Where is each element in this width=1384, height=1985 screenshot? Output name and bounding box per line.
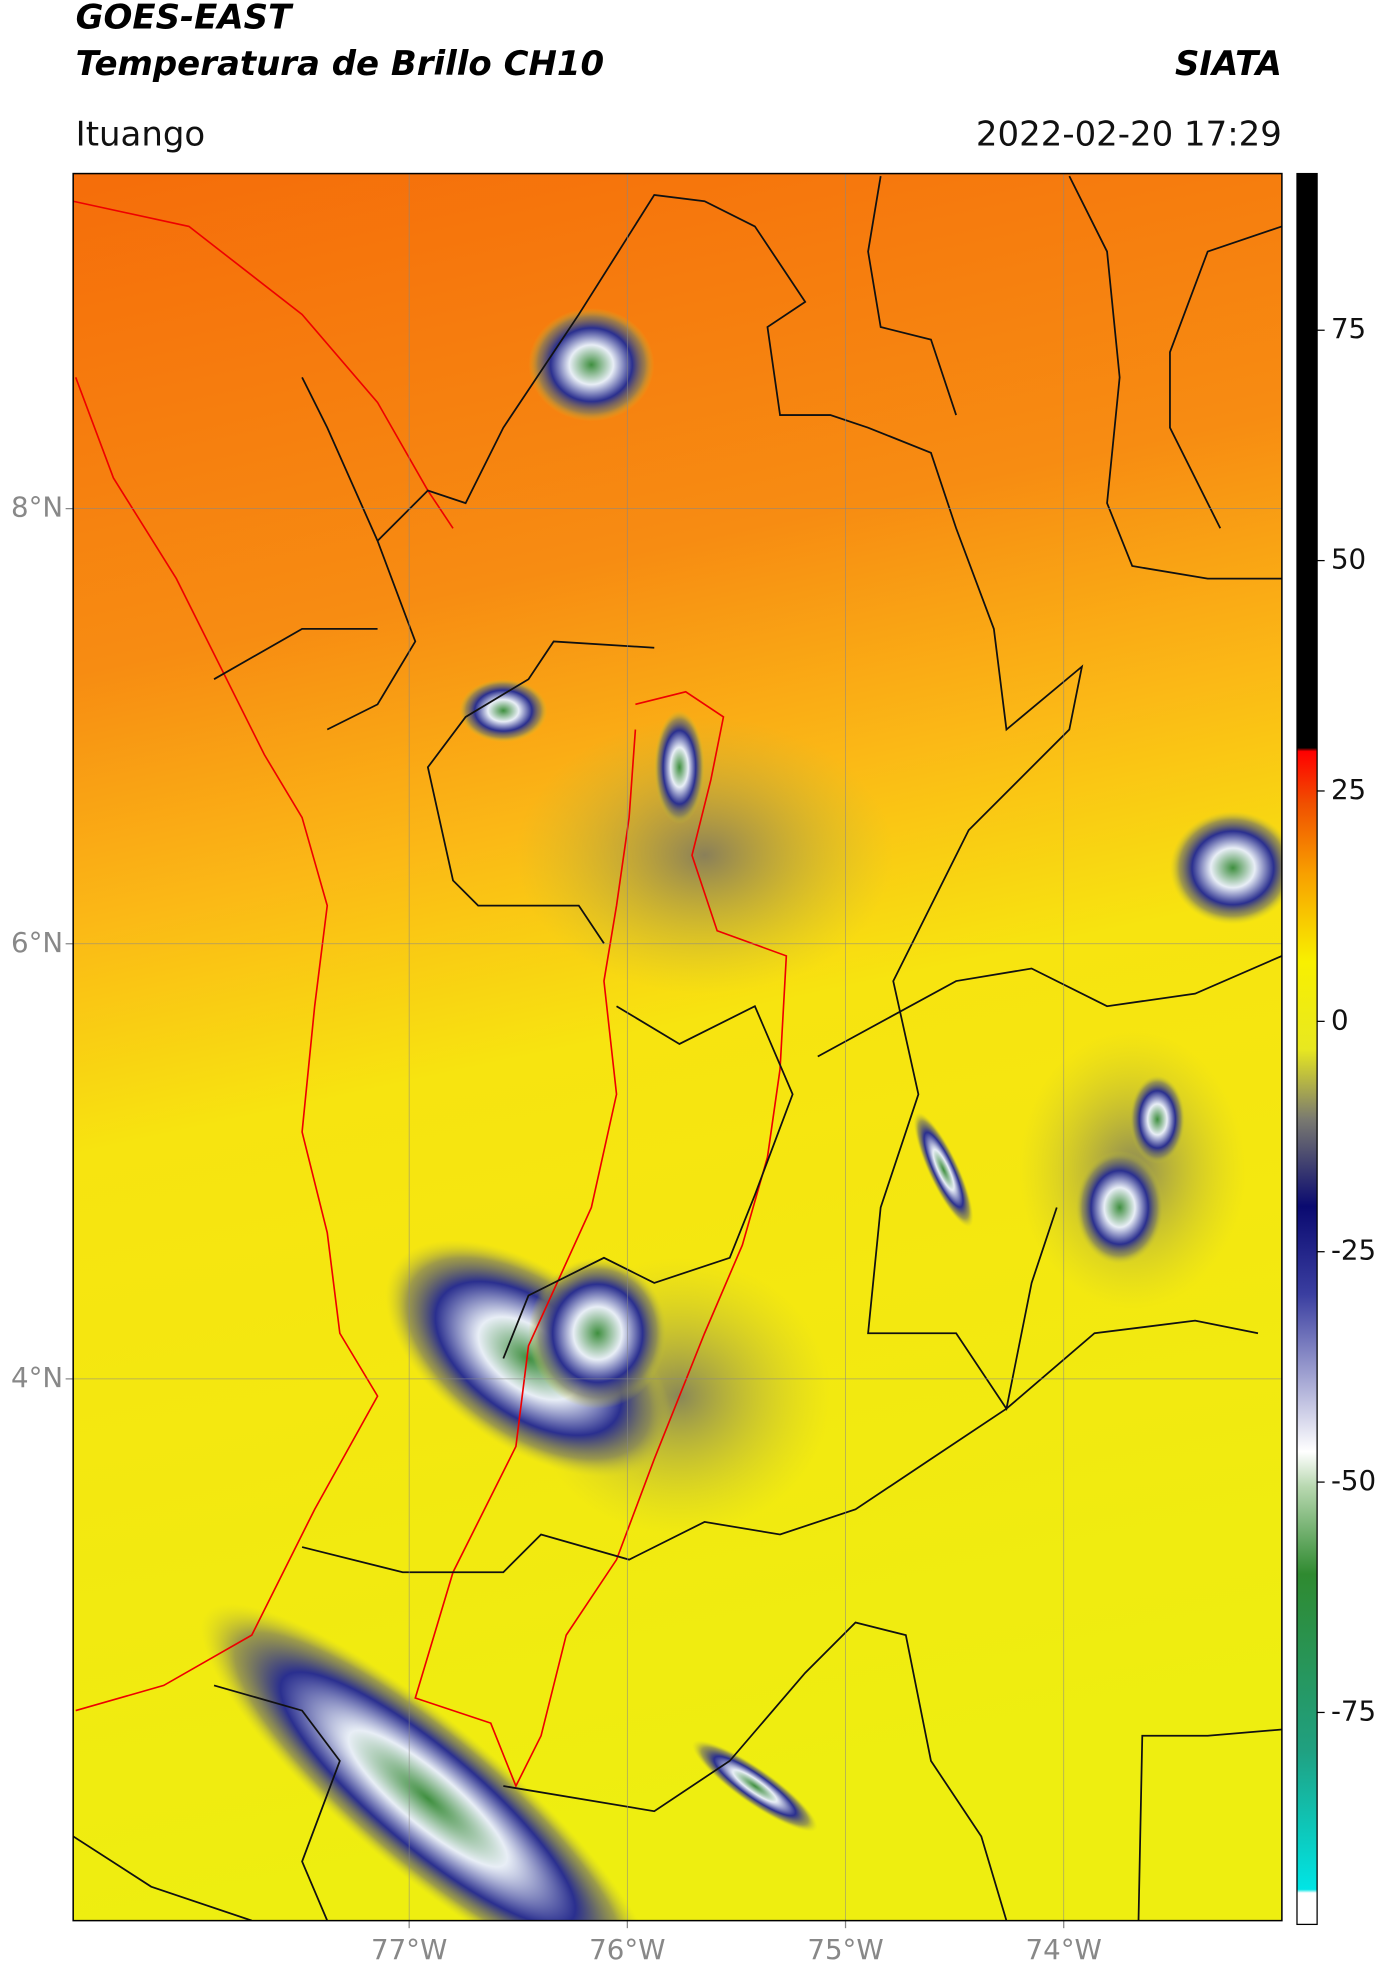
y-tick-label: 8°N xyxy=(11,491,63,524)
subtitle: Temperatura de Brillo CH10 xyxy=(76,44,604,84)
brand: SIATA xyxy=(1175,44,1282,84)
x-tick-label: 76°W xyxy=(589,1933,665,1966)
colorbar-tick-label: 25 xyxy=(1331,773,1366,806)
colorbar-tick-label: 0 xyxy=(1331,1003,1349,1036)
colorbar-tick-label: -25 xyxy=(1331,1234,1376,1267)
datetime: 2022-02-20 17:29 xyxy=(976,114,1282,154)
map-frame xyxy=(72,172,1283,1922)
y-tick-label: 6°N xyxy=(11,926,63,959)
x-tick-label: 75°W xyxy=(807,1933,883,1966)
x-tick-label: 74°W xyxy=(1026,1933,1102,1966)
colorbar-tick-label: 75 xyxy=(1331,312,1366,345)
colorbar xyxy=(1296,172,1318,1926)
colorbar-tick-label: -50 xyxy=(1331,1464,1376,1497)
title: GOES-EAST xyxy=(76,0,294,37)
y-tick-label: 4°N xyxy=(11,1361,63,1394)
x-tick-label: 77°W xyxy=(371,1933,447,1966)
colorbar-tick-label: -75 xyxy=(1331,1694,1376,1727)
location: Ituango xyxy=(76,114,206,154)
colorbar-tick-label: 50 xyxy=(1331,543,1366,576)
map-image xyxy=(73,173,1282,1921)
grid xyxy=(65,173,1282,1929)
